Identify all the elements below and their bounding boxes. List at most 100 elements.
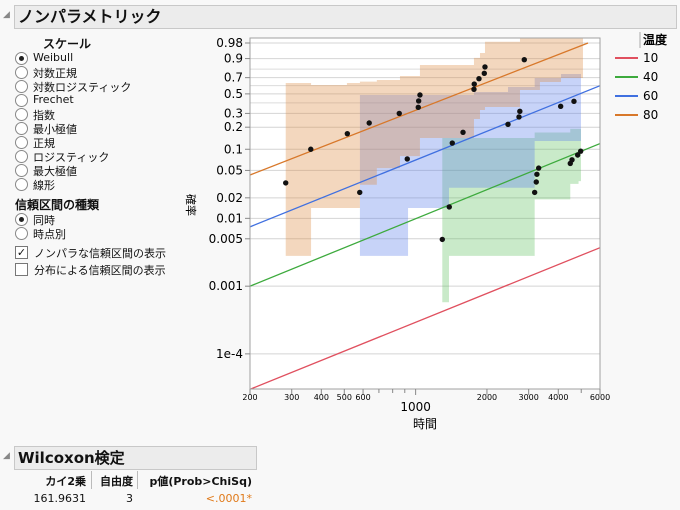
data-point: [283, 180, 289, 186]
plot-area: [250, 38, 600, 389]
scale-option-label: 指数: [33, 109, 55, 122]
scale-radio[interactable]: [15, 108, 28, 121]
data-point: [404, 156, 410, 162]
df-value: 3: [126, 492, 133, 505]
scale-option-label: Frechet: [33, 93, 74, 106]
x-tick-label: 1000: [400, 400, 431, 414]
x-tick-label: 6000: [590, 393, 610, 402]
data-point: [481, 70, 487, 77]
y-tick-label: 0.2: [224, 120, 243, 134]
fit-line-60: [250, 85, 600, 228]
y-tick-label: 0.001: [209, 279, 243, 293]
y-tick-label: 0.02: [216, 191, 243, 205]
data-point: [476, 75, 482, 82]
data-point: [574, 152, 581, 158]
y-tick-label: 0.1: [224, 142, 243, 156]
wilcoxon-title: Wilcoxon検定: [18, 449, 125, 467]
fit-line-40: [250, 142, 600, 287]
checkbox-label: 分布による信頼区間の表示: [34, 264, 166, 277]
scale-radio[interactable]: [15, 178, 28, 191]
chisq-value: 161.9631: [33, 492, 87, 505]
scale-option-label: ロジスティック: [33, 151, 110, 164]
data-point: [471, 81, 477, 87]
col-header-df: 自由度: [100, 475, 133, 488]
y-tick-label: 0.005: [209, 232, 243, 246]
scale-option-label: 最小極値: [33, 123, 77, 136]
data-point: [571, 98, 577, 105]
confidence-band-80: [285, 38, 583, 256]
data-point: [446, 204, 452, 210]
plot-frame: [249, 37, 601, 390]
data-point: [577, 148, 584, 154]
scale-option-label: Weibull: [33, 51, 74, 64]
disclosure-triangle-icon[interactable]: ◢: [3, 451, 10, 461]
legend-label[interactable]: 60: [643, 89, 658, 103]
checkbox[interactable]: ✓: [15, 246, 28, 259]
data-point: [517, 108, 523, 115]
legend-title: 温度: [643, 32, 668, 47]
data-point: [535, 165, 542, 171]
column-divider: [137, 471, 138, 489]
scale-radio[interactable]: [15, 66, 28, 79]
scale-radio[interactable]: [15, 136, 28, 149]
data-point: [471, 86, 477, 93]
y-axis-label: 確率: [184, 194, 198, 216]
y-tick-label: 0.7: [224, 71, 243, 85]
data-point: [482, 64, 488, 70]
data-point: [533, 179, 539, 185]
y-tick-label: 0.98: [216, 36, 243, 50]
p-value: <.0001*: [205, 492, 252, 505]
scale-radio[interactable]: [15, 94, 28, 107]
data-point: [449, 140, 455, 146]
data-point: [357, 189, 363, 196]
data-point: [415, 98, 422, 104]
data-point: [415, 104, 421, 111]
data-point: [366, 120, 372, 126]
scale-option-label: 最大極値: [33, 165, 77, 178]
y-tick-label: 0.01: [216, 211, 243, 225]
report-header[interactable]: ノンパラメトリック: [14, 5, 677, 29]
x-tick-label: 300: [284, 393, 299, 402]
scale-heading: スケール: [43, 37, 92, 51]
data-point: [569, 157, 575, 163]
x-tick-label: 3000: [518, 393, 538, 402]
report-title: ノンパラメトリック: [18, 7, 162, 26]
scale-radio[interactable]: [15, 52, 28, 65]
y-tick-label: 0.05: [216, 163, 243, 177]
scale-radio[interactable]: [15, 122, 28, 135]
data-point: [521, 57, 527, 63]
x-tick-label: 4000: [548, 393, 568, 402]
data-point: [308, 146, 314, 152]
x-tick-label: 600: [355, 393, 370, 402]
x-axis-label: 時間: [413, 417, 437, 431]
legend-label[interactable]: 80: [643, 108, 658, 122]
legend-label[interactable]: 40: [643, 70, 658, 84]
checkbox[interactable]: [15, 263, 28, 276]
data-point: [531, 189, 538, 196]
confidence-band-40: [442, 128, 581, 303]
x-tick-label: 200: [242, 393, 257, 402]
interval-option-label: 時点別: [33, 228, 66, 241]
interval-option-label: 同時: [33, 214, 55, 227]
x-tick-label: 500: [337, 393, 352, 402]
data-point: [460, 129, 466, 136]
scale-radio[interactable]: [15, 150, 28, 163]
scale-option-label: 対数ロジスティック: [33, 81, 132, 94]
interval-radio[interactable]: [15, 213, 28, 226]
scale-radio[interactable]: [15, 164, 28, 177]
disclosure-triangle-icon[interactable]: ◢: [3, 10, 10, 20]
wilcoxon-header[interactable]: Wilcoxon検定: [14, 446, 257, 470]
confidence-band-60: [359, 74, 581, 256]
x-tick-label: 2000: [477, 393, 497, 402]
y-tick-label: 0.3: [224, 106, 243, 120]
col-header-chisq: カイ2乗: [45, 475, 86, 488]
data-point: [557, 103, 564, 110]
y-tick-label: 1e-4: [216, 347, 243, 361]
legend-label[interactable]: 10: [643, 51, 658, 65]
y-tick-label: 0.5: [224, 87, 243, 101]
scale-radio[interactable]: [15, 80, 28, 93]
nonparametric-chart: 0.98 0.9 0.7 0.5 0.30.2 0.1 0.05 0.02 0.01 0.005 0…: [184, 32, 668, 431]
scale-option-label: 線形: [33, 179, 55, 192]
data-point: [417, 92, 423, 98]
interval-radio[interactable]: [15, 227, 28, 240]
